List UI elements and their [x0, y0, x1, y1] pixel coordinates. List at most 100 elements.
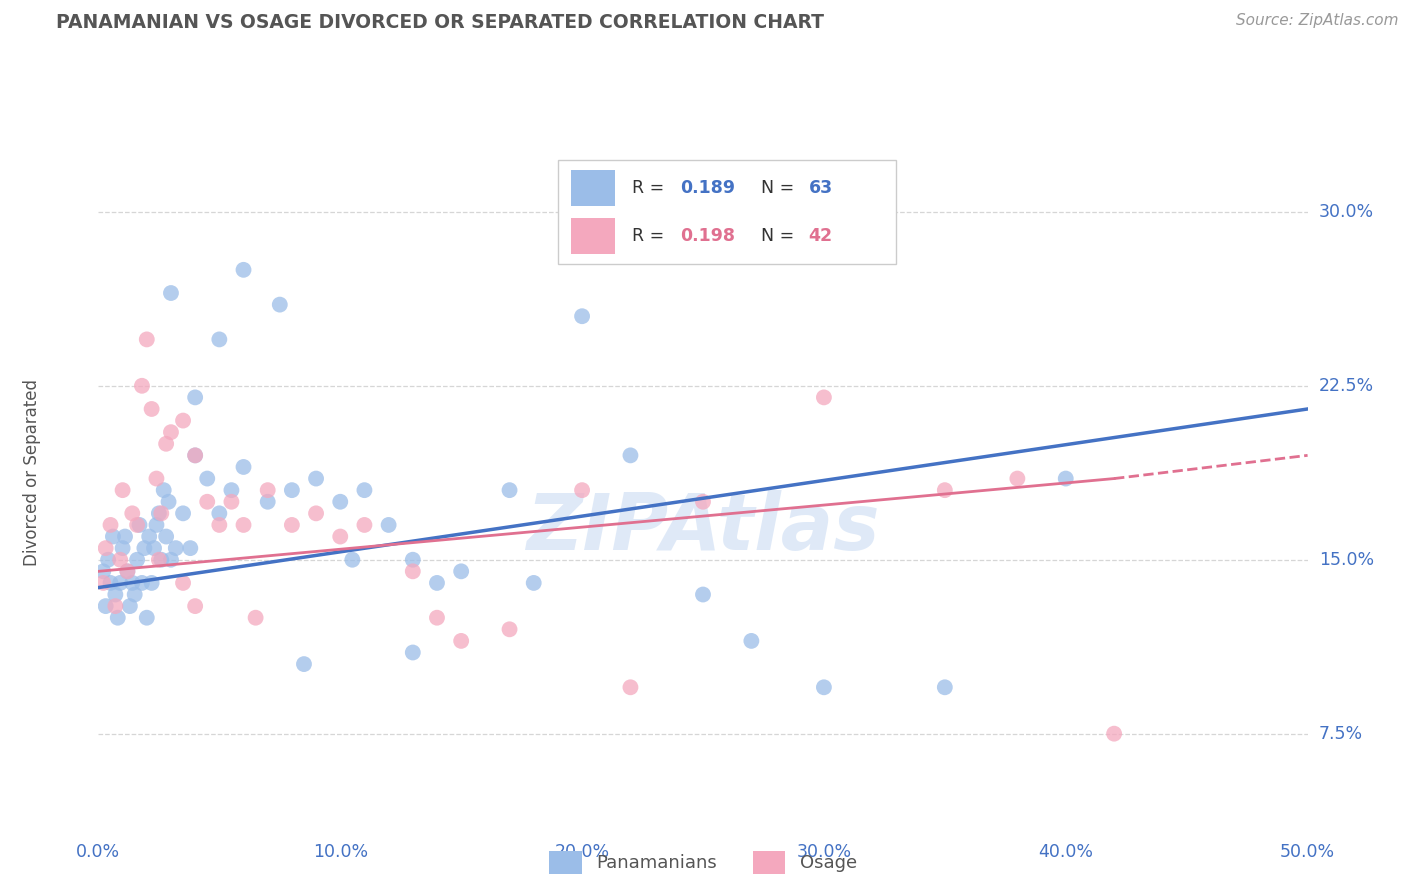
Point: [145, 471, 167, 485]
FancyBboxPatch shape: [571, 219, 616, 253]
Point: [111, 483, 134, 498]
Point: [402, 565, 425, 579]
Point: [208, 507, 231, 521]
Point: [450, 565, 472, 579]
Point: [692, 494, 714, 508]
Point: [91, 565, 114, 579]
Point: [135, 611, 157, 625]
Text: N =: N =: [761, 227, 800, 244]
Point: [523, 576, 546, 591]
Point: [97, 552, 120, 567]
Text: N =: N =: [761, 179, 800, 197]
Point: [353, 483, 375, 498]
Point: [1007, 471, 1029, 485]
Point: [172, 507, 194, 521]
Point: [160, 425, 183, 440]
Point: [127, 552, 149, 567]
Point: [184, 599, 207, 614]
Point: [155, 436, 177, 450]
Point: [107, 611, 129, 625]
Point: [155, 530, 177, 544]
Text: 42: 42: [808, 227, 832, 244]
Point: [571, 310, 593, 324]
Text: R =: R =: [633, 179, 671, 197]
Point: [498, 483, 520, 498]
Point: [402, 552, 425, 567]
Point: [426, 611, 449, 625]
Point: [256, 494, 278, 508]
Text: PANAMANIAN VS OSAGE DIVORCED OR SEPARATED CORRELATION CHART: PANAMANIAN VS OSAGE DIVORCED OR SEPARATE…: [56, 13, 824, 32]
Point: [134, 541, 156, 555]
Text: 20.0%: 20.0%: [554, 843, 610, 861]
Point: [128, 517, 150, 532]
Text: R =: R =: [633, 227, 671, 244]
Point: [184, 448, 207, 462]
Point: [138, 530, 160, 544]
Point: [131, 378, 153, 392]
Point: [232, 263, 254, 277]
Text: 10.0%: 10.0%: [312, 843, 368, 861]
Point: [150, 507, 173, 521]
Point: [118, 599, 141, 614]
Point: [232, 460, 254, 475]
Text: Source: ZipAtlas.com: Source: ZipAtlas.com: [1236, 13, 1399, 29]
Point: [342, 552, 364, 567]
Point: [305, 507, 328, 521]
Text: 0.189: 0.189: [679, 179, 735, 197]
Text: 0.198: 0.198: [679, 227, 735, 244]
Point: [152, 483, 174, 498]
Point: [131, 576, 153, 591]
Point: [245, 611, 267, 625]
Point: [813, 391, 835, 405]
Point: [160, 552, 183, 567]
Point: [1102, 726, 1125, 740]
Point: [114, 530, 136, 544]
Point: [208, 333, 231, 347]
Point: [571, 483, 593, 498]
Point: [141, 401, 163, 416]
Point: [150, 552, 173, 567]
Point: [145, 517, 167, 532]
Point: [94, 541, 117, 555]
Point: [740, 633, 762, 648]
Point: [160, 285, 183, 300]
Point: [498, 623, 520, 637]
Point: [450, 633, 472, 648]
Point: [141, 576, 163, 591]
Point: [127, 517, 149, 532]
Point: [135, 333, 157, 347]
Point: [221, 483, 243, 498]
Point: [402, 646, 425, 660]
Point: [117, 565, 139, 579]
Point: [1054, 471, 1077, 485]
Point: [377, 517, 399, 532]
Point: [184, 391, 207, 405]
Point: [195, 471, 218, 485]
Point: [353, 517, 375, 532]
Text: 63: 63: [808, 179, 832, 197]
Text: 30.0%: 30.0%: [796, 843, 852, 861]
Point: [121, 507, 143, 521]
Point: [619, 680, 641, 694]
Point: [619, 448, 641, 462]
Text: 0.0%: 0.0%: [76, 843, 121, 861]
Point: [184, 448, 207, 462]
Point: [813, 680, 835, 694]
Point: [172, 414, 194, 428]
Point: [121, 576, 143, 591]
Point: [100, 517, 122, 532]
Point: [232, 517, 254, 532]
Point: [143, 541, 166, 555]
Text: 40.0%: 40.0%: [1038, 843, 1094, 861]
Text: ZIPAtlas: ZIPAtlas: [526, 491, 880, 566]
Point: [195, 494, 218, 508]
Point: [281, 483, 304, 498]
Point: [104, 599, 127, 614]
Point: [108, 576, 131, 591]
Point: [111, 541, 134, 555]
Point: [91, 576, 114, 591]
Text: 15.0%: 15.0%: [1319, 550, 1374, 569]
Point: [934, 680, 956, 694]
Text: 7.5%: 7.5%: [1319, 724, 1362, 743]
Point: [124, 588, 146, 602]
